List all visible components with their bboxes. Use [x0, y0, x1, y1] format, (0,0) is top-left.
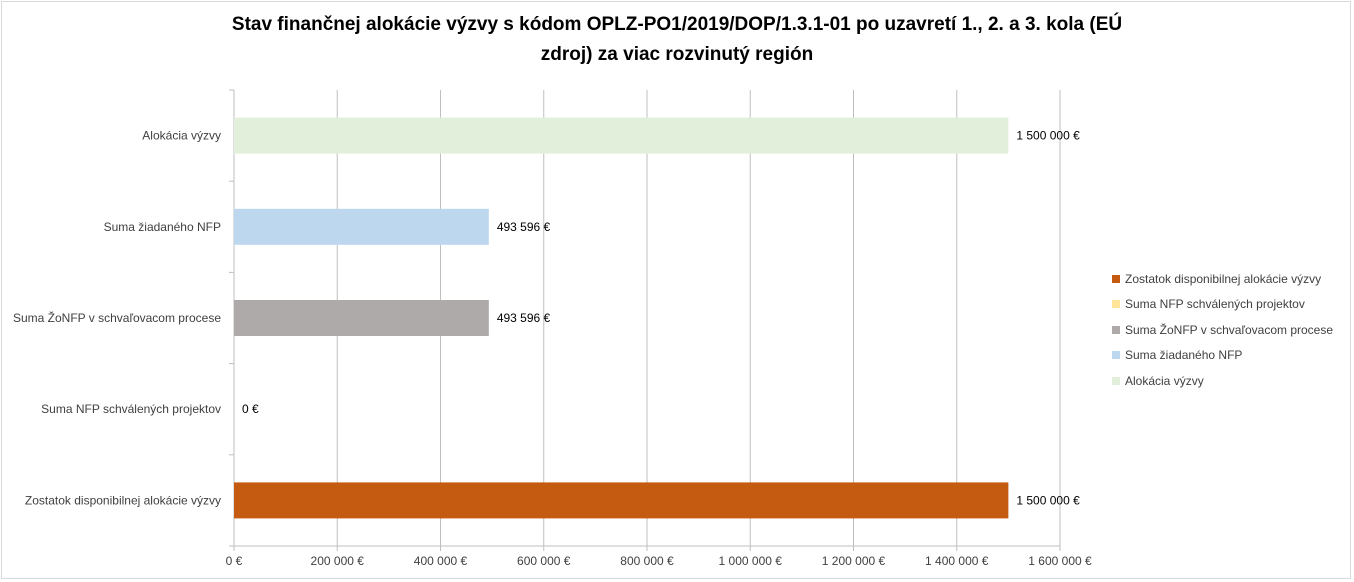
category-label: Alokácia výzvy — [142, 129, 221, 143]
legend-swatch — [1112, 376, 1120, 385]
data-label: 0 € — [242, 402, 259, 416]
x-tick-label: 800 000 € — [620, 554, 674, 568]
x-tick-label: 0 € — [226, 554, 243, 568]
category-label: Suma ŽoNFP v schvaľovacom procese — [13, 310, 221, 325]
legend-item: Suma NFP schválených projektov — [1112, 292, 1333, 318]
legend-label: Suma ŽoNFP v schvaľovacom procese — [1125, 322, 1334, 337]
category-label: Suma NFP schválených projektov — [41, 402, 221, 416]
legend-item: Suma žiadaného NFP — [1112, 343, 1333, 369]
chart-legend: Zostatok disponibilnej alokácie výzvy Sum… — [1112, 266, 1333, 394]
legend-item: Zostatok disponibilnej alokácie výzvy — [1112, 266, 1333, 292]
legend-swatch — [1112, 300, 1120, 309]
category-label: Suma žiadaného NFP — [104, 220, 221, 234]
x-tick-label: 1 600 000 € — [1028, 554, 1092, 568]
legend-swatch — [1112, 274, 1120, 283]
x-tick-label: 1 000 000 € — [719, 554, 783, 568]
x-tick-label: 1 400 000 € — [925, 554, 989, 568]
chart-title-line-1: Stav finančnej alokácie výzvy s kódom OP… — [231, 14, 1123, 35]
legend-swatch — [1112, 351, 1120, 360]
bar — [234, 300, 489, 336]
legend-item: Alokácia výzvy — [1112, 368, 1333, 394]
x-tick-label: 1 200 000 € — [822, 554, 886, 568]
legend-label: Suma žiadaného NFP — [1125, 348, 1243, 363]
legend-label: Zostatok disponibilnej alokácie výzvy — [1125, 271, 1322, 286]
legend-label: Alokácia výzvy — [1125, 373, 1204, 388]
data-label: 1 500 000 € — [1016, 493, 1080, 507]
bar — [234, 208, 489, 245]
bar — [234, 117, 1009, 154]
chart-title: Stav finančnej alokácie výzvy s kódom OP… — [0, 10, 1354, 70]
data-label: 493 596 € — [497, 220, 551, 234]
data-label: 493 596 € — [497, 311, 551, 325]
bar — [234, 482, 1009, 519]
x-tick-label: 200 000 € — [311, 554, 365, 568]
legend-swatch — [1112, 325, 1120, 334]
data-label: 1 500 000 € — [1016, 129, 1080, 143]
legend-label: Suma NFP schválených projektov — [1125, 297, 1305, 312]
legend-item: Suma ŽoNFP v schvaľovacom procese — [1112, 317, 1333, 343]
x-tick-label: 600 000 € — [517, 554, 571, 568]
chart-title-line-2: zdroj) za viac rozvinutý región — [540, 44, 814, 65]
x-tick-label: 400 000 € — [414, 554, 468, 568]
category-label: Zostatok disponibilnej alokácie výzvy — [25, 493, 221, 507]
